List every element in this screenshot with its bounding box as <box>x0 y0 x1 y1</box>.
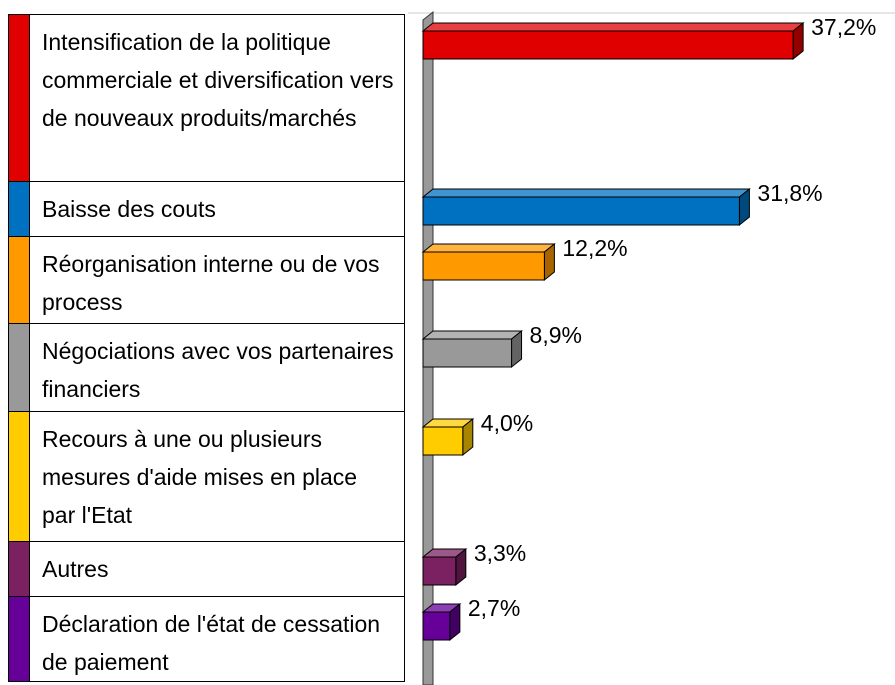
legend-swatch <box>9 597 30 681</box>
bar <box>422 556 457 586</box>
legend-row: Réorganisation interne ou de vos process <box>9 236 404 323</box>
legend-row: Autres <box>9 541 404 596</box>
legend-label: Intensification de la politique commerci… <box>42 29 394 131</box>
legend-label: Déclaration de l'état de cessation de pa… <box>42 611 381 675</box>
legend-swatch <box>9 237 30 323</box>
legend-row: Intensification de la politique commerci… <box>9 15 404 181</box>
bar-top <box>421 22 805 32</box>
bar <box>422 426 464 456</box>
legend-row: Négociations avec vos partenaires financ… <box>9 323 404 411</box>
bar <box>422 30 794 60</box>
legend-swatch <box>9 324 30 411</box>
value-label: 2,7% <box>468 595 520 621</box>
legend-swatch <box>9 542 30 596</box>
legend-label: Autres <box>42 556 109 582</box>
legend-label: Négociations avec vos partenaires financ… <box>42 338 394 402</box>
value-label: 12,2% <box>562 235 627 261</box>
legend-row: Recours à une ou plusieurs mesures d'aid… <box>9 411 404 541</box>
value-label: 37,2% <box>811 14 876 40</box>
value-label: 8,9% <box>530 322 582 348</box>
bar <box>422 251 545 281</box>
value-label: 4,0% <box>481 410 533 436</box>
value-label: 31,8% <box>757 180 822 206</box>
value-label: 3,3% <box>474 540 526 566</box>
legend-swatch <box>9 182 30 236</box>
legend-row: Déclaration de l'état de cessation de pa… <box>9 596 404 681</box>
legend-label: Recours à une ou plusieurs mesures d'aid… <box>42 426 358 528</box>
bar <box>422 338 513 368</box>
legend-swatch <box>9 412 30 541</box>
bar <box>422 611 451 641</box>
bar-top <box>421 188 751 198</box>
legend-swatch <box>9 15 30 181</box>
legend-row: Baisse des couts <box>9 181 404 236</box>
legend-label: Réorganisation interne ou de vos process <box>42 251 380 315</box>
bar-top <box>421 330 523 340</box>
bar <box>422 196 740 226</box>
legend: Intensification de la politique commerci… <box>8 14 405 682</box>
legend-label: Baisse des couts <box>42 196 216 222</box>
bar-top <box>421 243 556 253</box>
